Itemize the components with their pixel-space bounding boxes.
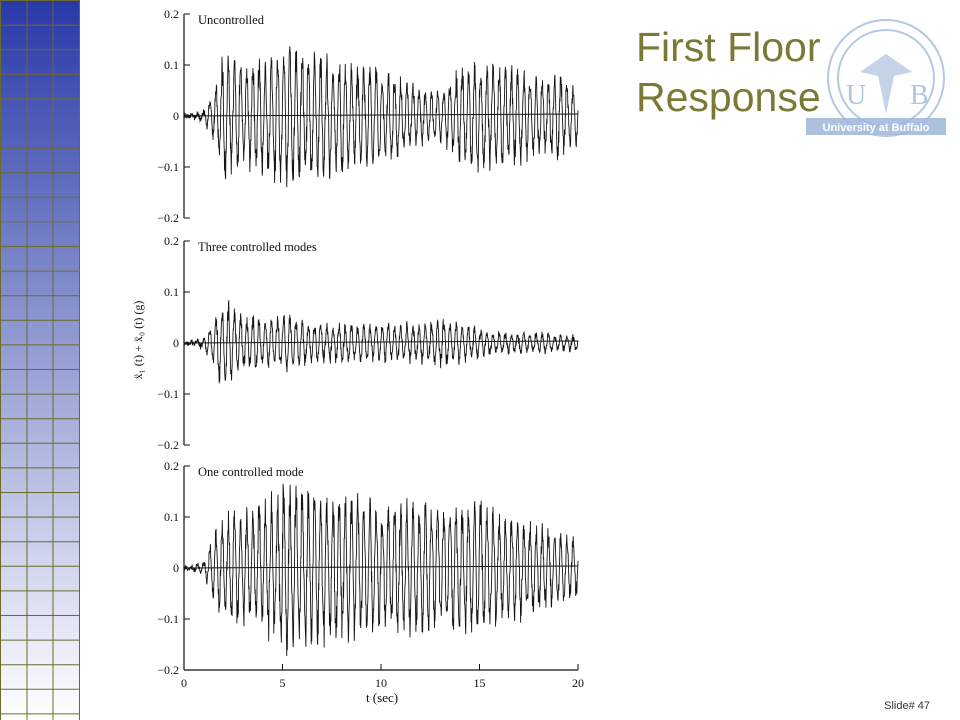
slide-title-line-1: First Floor (636, 24, 821, 70)
panel-2: 0.2 0.1 0 −0.1 −0.2 Three controlled modes (157, 234, 579, 452)
response-trace-3 (183, 483, 579, 657)
y-tick-label: −0.2 (157, 438, 179, 452)
decorative-grid-strip (0, 0, 80, 720)
panel-title: One controlled mode (198, 465, 304, 479)
slide-title: First Floor Response (636, 22, 956, 122)
slide-title-line-2: Response (636, 74, 821, 120)
logo-letter-u: U (846, 80, 866, 111)
logo-letter-b: B (910, 80, 929, 111)
y-tick-label: 0.1 (164, 58, 179, 72)
x-tick-label: 0 (181, 676, 187, 690)
panel-title: Three controlled modes (198, 240, 317, 254)
panel-3: 0.2 0.1 0 −0.1 −0.2 One controlled mode (157, 459, 579, 677)
y-tick-label: 0.1 (164, 285, 179, 299)
logo-wings-icon (860, 54, 912, 114)
x-axis-label: t (sec) (366, 690, 398, 705)
x-tick-label: 10 (375, 676, 387, 690)
university-logo: U B University at Buffalo (806, 19, 946, 137)
x-tick-label: 5 (280, 676, 286, 690)
y-tick-label: 0.2 (164, 7, 179, 21)
y-tick-label: 0 (173, 109, 179, 123)
y-tick-label: −0.1 (157, 612, 179, 626)
y-tick-label: −0.2 (157, 663, 179, 677)
y-tick-label: 0.2 (164, 459, 179, 473)
panel-1: 0.2 0.1 0 −0.1 −0.2 Uncontrolled (157, 7, 579, 225)
slide-number: Slide# 47 (884, 700, 930, 712)
y-tick-label: −0.1 (157, 387, 179, 401)
y-tick-label: 0.2 (164, 234, 179, 248)
y-tick-label: 0 (173, 561, 179, 575)
response-trace-2 (183, 300, 579, 384)
y-tick-label: 0 (173, 336, 179, 350)
y-tick-label: −0.2 (157, 211, 179, 225)
x-tick-label: 20 (572, 676, 584, 690)
x-tick-label: 15 (474, 676, 486, 690)
y-tick-label: −0.1 (157, 160, 179, 174)
panel-title: Uncontrolled (198, 13, 265, 27)
response-figure: ẍ₁ (t) + ẍ₀ (t) (g) t (sec) 0.2 0.1 0 −0.1 −… (131, 7, 584, 705)
y-axis-label: ẍ₁ (t) + ẍ₀ (t) (g) (131, 301, 145, 380)
logo-text: University at Buffalo (823, 122, 930, 134)
response-trace-1 (183, 46, 579, 188)
y-tick-label: 0.1 (164, 510, 179, 524)
